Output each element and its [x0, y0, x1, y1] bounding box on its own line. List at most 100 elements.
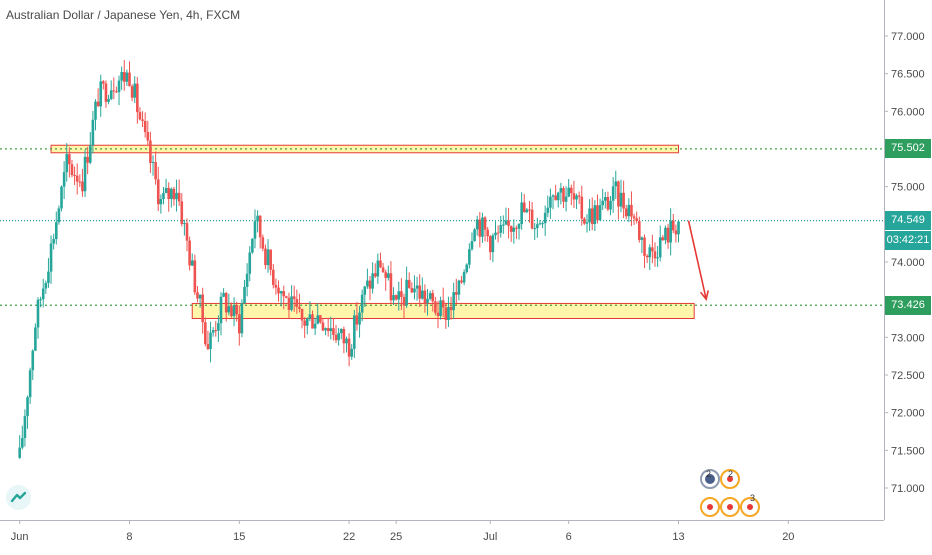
- countdown-badge: 03:42:21: [885, 231, 931, 250]
- candle-body: [564, 196, 568, 202]
- price-tick-label: 72.500: [891, 370, 925, 382]
- candle-body: [643, 237, 646, 256]
- candle-body: [496, 232, 500, 234]
- candle-body: [517, 223, 521, 229]
- candle-body: [204, 322, 207, 345]
- price-tick-label: 72.000: [891, 408, 925, 420]
- candle-body: [332, 328, 335, 335]
- candle-body: [549, 196, 552, 208]
- candle-body: [452, 292, 455, 311]
- candle-body: [88, 145, 92, 163]
- candle-body: [23, 416, 27, 439]
- candle-body: [321, 322, 325, 331]
- candle-body: [339, 329, 343, 334]
- candle-body: [368, 280, 372, 289]
- avatar[interactable]: [720, 497, 740, 517]
- candle-body: [266, 249, 270, 266]
- candle-body: [645, 255, 649, 258]
- candle-body: [439, 300, 442, 316]
- tradingview-logo[interactable]: [6, 485, 31, 510]
- candle-body: [674, 230, 678, 235]
- candle-body: [546, 207, 550, 213]
- candle-body: [94, 101, 97, 120]
- avatar-icon: [727, 504, 733, 510]
- candle-body: [407, 279, 411, 288]
- candle-body: [188, 240, 191, 266]
- candle-body: [81, 181, 84, 192]
- candle-body: [428, 293, 432, 299]
- candle-body: [326, 328, 330, 332]
- candle-body: [303, 320, 306, 326]
- candle-body: [415, 285, 419, 289]
- candle-body: [290, 296, 293, 310]
- candle-body: [525, 209, 529, 213]
- candle-body: [329, 328, 333, 332]
- resistance-price-badge: 75.502: [885, 139, 931, 158]
- candle-body: [363, 286, 367, 295]
- candle-body: [54, 222, 58, 240]
- avatar[interactable]: [720, 469, 740, 489]
- candle-body: [277, 287, 280, 294]
- candle-body: [28, 370, 32, 398]
- candle-body: [211, 330, 215, 333]
- avatar[interactable]: [740, 497, 760, 517]
- candle-body: [585, 222, 589, 224]
- candle-body: [617, 181, 620, 207]
- candle-body: [261, 237, 265, 249]
- candle-body: [619, 192, 623, 207]
- avatar[interactable]: [700, 497, 720, 517]
- candle-body: [405, 279, 408, 306]
- avatar[interactable]: [700, 469, 720, 489]
- candle-body: [151, 161, 155, 163]
- price-tick-label: 73.000: [891, 332, 925, 344]
- candle-body: [196, 292, 199, 299]
- candle-body: [601, 200, 604, 206]
- candle-body: [392, 295, 395, 301]
- candle-body: [60, 186, 63, 209]
- candle-body: [588, 208, 591, 223]
- candle-body: [83, 156, 87, 192]
- candle-body: [99, 81, 103, 107]
- candle-body: [125, 72, 129, 82]
- candle-body: [434, 301, 437, 313]
- candle-body: [664, 227, 667, 241]
- candle-body: [570, 187, 573, 194]
- candle-body: [669, 220, 672, 243]
- candle-body: [324, 328, 327, 331]
- price-axis-panel: [884, 0, 932, 550]
- candle-body: [109, 90, 113, 100]
- candle-body: [73, 175, 76, 177]
- time-tick-label: 8: [126, 531, 132, 543]
- candle-body: [387, 273, 390, 278]
- price-tick-label: 77.000: [891, 31, 925, 43]
- candle-body: [222, 293, 225, 297]
- avatar-icon: [705, 474, 715, 484]
- candle-body: [287, 297, 291, 310]
- candle-body: [394, 295, 398, 300]
- candle-body: [630, 204, 633, 217]
- candle-body: [402, 296, 406, 306]
- candle-body: [423, 290, 427, 304]
- idea-avatars[interactable]: 2 2 3: [698, 467, 762, 521]
- candle-body: [52, 239, 55, 244]
- chart-title: Australian Dollar / Japanese Yen, 4h, FX…: [6, 8, 241, 22]
- candle-body: [78, 181, 82, 183]
- candle-body: [34, 327, 37, 351]
- candle-body: [177, 192, 181, 202]
- candle-body: [245, 273, 249, 287]
- candle-body: [190, 260, 194, 266]
- candle-body: [486, 229, 489, 237]
- candle-body: [575, 195, 578, 200]
- candle-body: [488, 236, 492, 253]
- candle-body: [379, 260, 382, 268]
- candle-body: [248, 252, 252, 274]
- candle-body: [146, 132, 150, 141]
- time-tick-label: 13: [672, 531, 684, 543]
- time-tick-label: 6: [566, 531, 572, 543]
- candle-body: [562, 188, 565, 202]
- candle-body: [107, 99, 110, 102]
- candle-body: [671, 220, 675, 231]
- candle-body: [224, 293, 228, 313]
